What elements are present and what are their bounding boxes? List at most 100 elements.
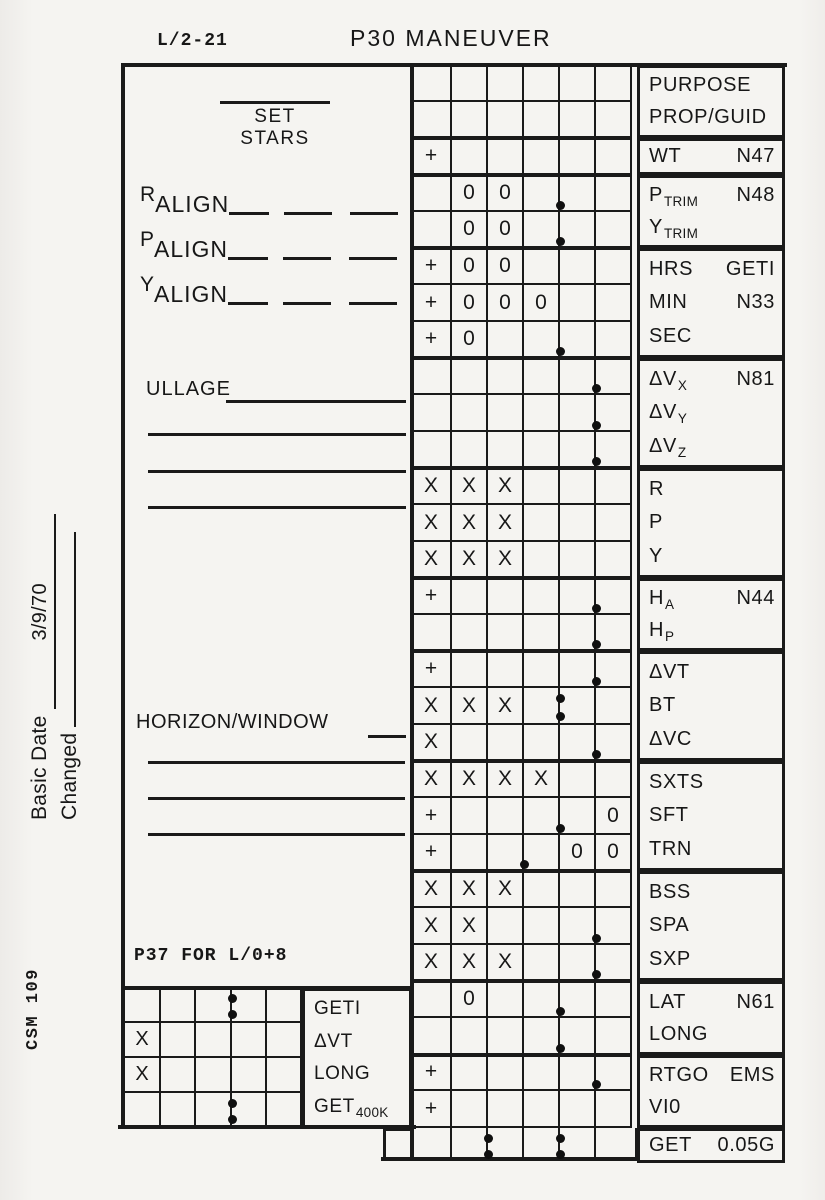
grid-cell-value: 0 [452,212,488,248]
label-line: HRS GETI [649,258,775,281]
grid-cell [524,542,560,578]
decimal-dot [555,1044,565,1053]
csm-number: CSM 109 [24,968,43,1050]
p37-grid-cell [161,1023,196,1058]
label-line: TRN [649,838,775,861]
grid-cell [524,468,560,505]
decimal-dot [555,201,565,210]
label-subscript: A [665,597,675,613]
label-text: R [649,478,665,501]
grid-cell-value: + [412,285,452,322]
grid-cell [524,432,560,468]
decimal-dot [591,677,601,686]
label-line: PURPOSE [649,74,775,97]
decimal-dot [591,934,601,943]
label-text: SPA [649,914,690,937]
p37-grid-cell: X [125,1058,161,1093]
basic-date-label: Basic Date [28,715,51,820]
grid-cell [452,1018,488,1055]
label-line: BSS [649,881,775,904]
get-row-cell [488,1128,524,1160]
align-axis-letter: Y [140,273,155,296]
label-line: VI0 [649,1096,775,1119]
grid-cell [488,395,524,432]
grid-cell [488,1055,524,1091]
label-line: LONG [649,1023,775,1046]
grid-cell [412,615,452,651]
label-text: ΔV [649,401,677,424]
label-subscript: 400K [355,1104,389,1120]
grid-cell-value: X [452,908,488,945]
section-separator-line [412,247,632,250]
label-text: SEC [649,324,692,347]
grid-cell-value: + [412,322,452,358]
label-right-code: EMS [729,1064,775,1087]
grid-cell-value: + [412,798,452,835]
get-row-cell [560,1128,596,1160]
form-left-border [121,63,125,1129]
horizon-window-label: HORIZON/WINDOW [136,711,329,733]
grid-cell [560,358,596,395]
p37-grid-cell [196,1058,232,1093]
grid-cell-value: X [452,505,488,542]
grid-cell [560,432,596,468]
grid-cell-value: 0 [524,285,560,322]
grid-cell [596,615,632,651]
grid-cell-value: X [488,468,524,505]
label-subscript: Z [677,444,687,460]
decimal-dot [591,421,601,430]
grid-cell-value: X [452,542,488,578]
grid-cell-value: 0 [488,212,524,248]
grid-cell [596,322,632,358]
grid-cell [488,835,524,871]
grid-cell-value: X [488,761,524,798]
grid-cell-value: X [412,542,452,578]
label-line: GET 400K [314,1095,402,1120]
decimal-dot [555,1007,565,1016]
grid-cell [452,615,488,651]
grid-cell [488,908,524,945]
section-separator-line [412,467,632,470]
grid-cell-value: 0 [488,248,524,285]
fill-in-blank [283,300,332,305]
p37-grid-cell [232,988,267,1023]
section-separator-line [412,980,632,983]
grid-cell [488,1018,524,1055]
fill-in-blank [284,210,333,215]
colon-dot [227,994,237,1003]
label-text: H [649,587,665,610]
decimal-dot [519,860,529,869]
changed-label: Changed [58,732,81,820]
grid-cell-value: X [452,761,488,798]
grid-cell-value: X [412,871,452,908]
grid-cell [412,65,452,102]
grid-cell [524,835,560,871]
grid-cell [560,322,596,358]
section-separator-line [412,137,632,140]
p37-grid-cell [161,1058,196,1093]
colon-dot [555,693,565,703]
grid-cell [412,212,452,248]
label-line: P [649,511,775,534]
decimal-dot [555,237,565,246]
blank-line [148,833,405,836]
label-line: ΔVT [649,661,775,684]
page-title: P30 MANEUVER [350,25,552,51]
section-separator-line [412,760,632,763]
label-right-code: N44 [736,587,775,610]
grid-cell [596,542,632,578]
p37-grid-cell [161,1093,196,1128]
p37-grid-cell [232,1023,267,1058]
set-stars-label: SET STARS [240,106,310,149]
label-line: SXTS [649,771,775,794]
label-subscript: TRIM [663,225,699,241]
grid-cell-value: 0 [488,175,524,212]
grid-cell [560,505,596,542]
p37-grid-cell [267,988,302,1023]
grid-cell [488,322,524,358]
fill-in-blank [228,255,269,260]
align-label: ALIGN [154,281,229,307]
label-box: LAT N61 LONG [637,981,785,1055]
label-text: GET [314,1095,355,1117]
